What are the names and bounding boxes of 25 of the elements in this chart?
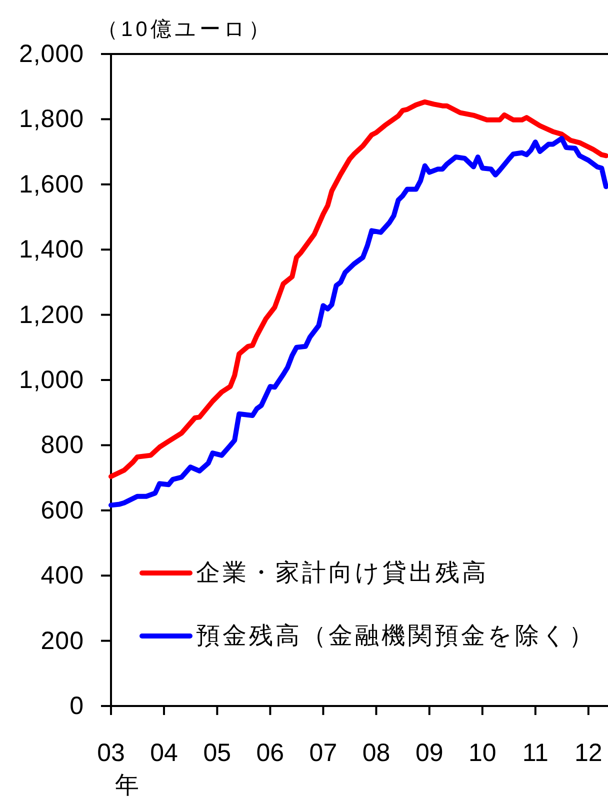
y-tick-label: 200 — [40, 626, 84, 655]
x-tick-label: 10 — [468, 739, 496, 767]
y-tick-label: 400 — [40, 562, 84, 590]
x-tick-label: 11 — [522, 739, 548, 767]
y-tick-label: 2,000 — [18, 40, 84, 68]
x-tick-label: 04 — [150, 739, 178, 767]
y-tick-label: 1,800 — [18, 105, 84, 134]
y-tick-label: 800 — [40, 431, 84, 460]
y-tick-label: 1,600 — [18, 170, 84, 198]
x-tick-label: 08 — [362, 739, 390, 767]
y-tick-label: 600 — [40, 496, 84, 524]
x-tick-label: 06 — [256, 739, 284, 767]
x-tick-label: 03 — [97, 739, 125, 767]
legend-label: 預金残高（金融機関預金を除く） — [196, 622, 596, 650]
x-tick-label: 09 — [415, 739, 444, 767]
y-axis-title: （10億ユーロ） — [97, 18, 272, 41]
legend-label: 企業・家計向け貸出残高 — [196, 560, 488, 586]
y-tick-label: 1,400 — [18, 236, 84, 264]
x-tick-label: 05 — [203, 739, 232, 767]
y-tick-label: 1,200 — [18, 300, 84, 329]
y-tick-label: 1,000 — [18, 366, 84, 394]
x-axis-title: 年 — [115, 772, 139, 799]
x-tick-label: 12 — [574, 739, 602, 767]
x-tick-label: 07 — [309, 739, 338, 767]
y-tick-label: 0 — [70, 692, 84, 720]
